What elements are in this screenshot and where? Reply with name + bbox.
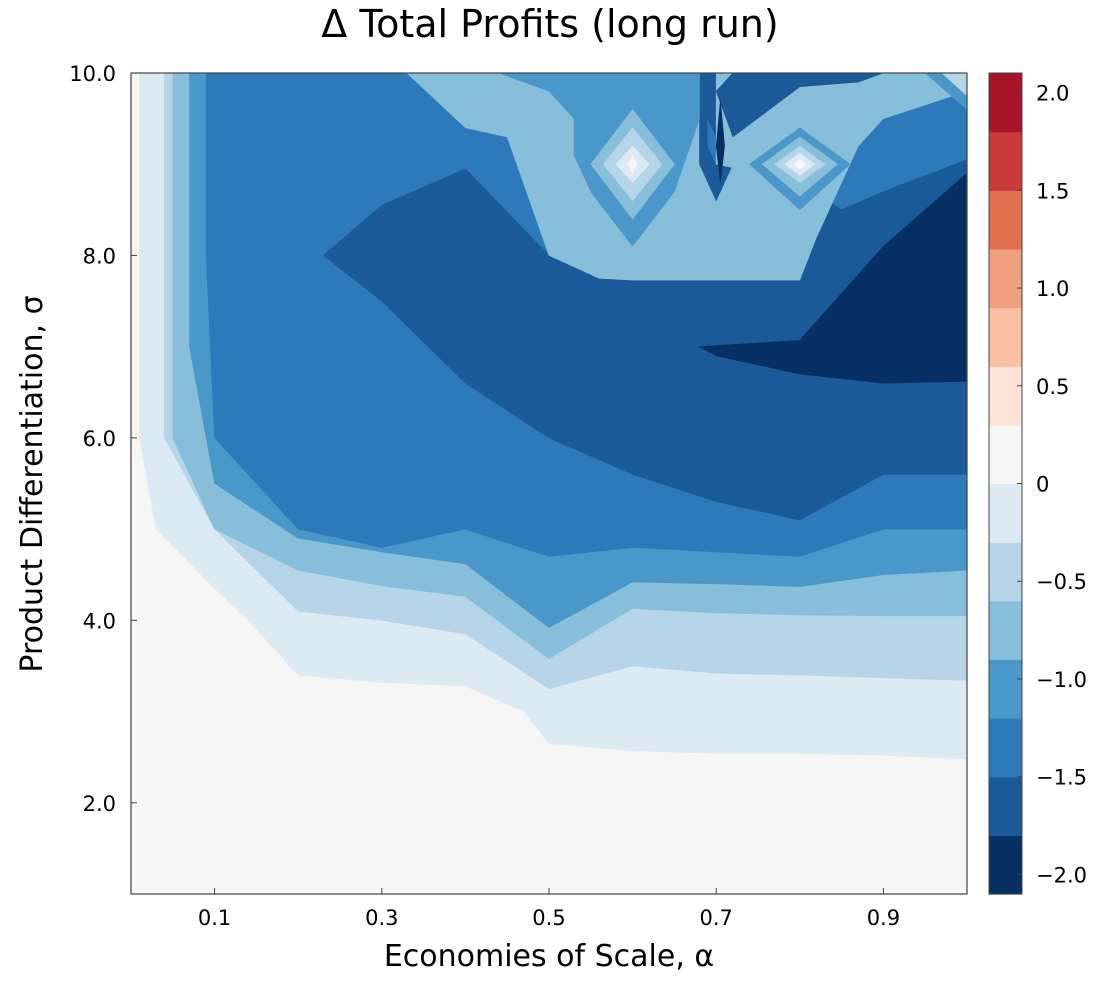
contour-region-14 <box>715 100 725 183</box>
colorbar-band <box>989 835 1022 895</box>
colorbar-tick-label: 1.5 <box>1036 179 1069 203</box>
y-tick-label: 8.0 <box>83 244 116 268</box>
colorbar-band <box>989 307 1022 367</box>
colorbar-tick-label: −2.0 <box>1036 863 1087 887</box>
colorbar-band <box>989 131 1022 191</box>
y-tick-label: 10.0 <box>69 62 116 86</box>
y-axis-ticks: 2.0 4.0 6.0 8.0 10.0 <box>69 62 137 816</box>
contour-plot-area <box>131 73 967 894</box>
y-tick-label: 6.0 <box>83 427 116 451</box>
y-axis-label: Product Differentiation, σ <box>15 295 50 672</box>
y-tick-label: 2.0 <box>83 792 116 816</box>
contour-region-8 <box>406 73 967 281</box>
colorbar-band <box>989 73 1022 133</box>
colorbar-band <box>989 366 1022 426</box>
colorbar-tick-label: 2.0 <box>1036 82 1069 106</box>
x-tick-label: 0.5 <box>532 906 565 930</box>
x-axis-ticks: 0.1 0.3 0.5 0.7 0.9 <box>198 888 900 930</box>
colorbar-band <box>989 542 1022 602</box>
colorbar-band <box>989 776 1022 836</box>
y-tick-label: 4.0 <box>83 609 116 633</box>
contour-region-26 <box>941 73 967 97</box>
colorbar-band <box>989 659 1022 719</box>
x-tick-label: 0.9 <box>867 906 900 930</box>
colorbar <box>988 72 1023 895</box>
colorbar-band <box>989 248 1022 309</box>
colorbar-tick-label: −1.0 <box>1036 668 1087 692</box>
colorbar-tick-label: −1.5 <box>1036 766 1087 790</box>
x-tick-label: 0.1 <box>198 906 231 930</box>
contour-region-7 <box>698 172 967 384</box>
x-tick-label: 0.7 <box>699 906 732 930</box>
colorbar-band <box>989 483 1022 543</box>
contour-region-24 <box>792 159 808 170</box>
colorbar-tick-label: −0.5 <box>1036 570 1087 594</box>
colorbar-band <box>989 190 1022 250</box>
colorbar-band <box>989 718 1022 778</box>
colorbar-band <box>989 424 1022 485</box>
x-axis-label: Economies of Scale, α <box>384 939 714 974</box>
x-tick-label: 0.3 <box>365 906 398 930</box>
colorbar-ticks: 2.0 1.5 1.0 0.5 0 −0.5 −1.0 −1.5 −2.0 <box>1017 82 1087 887</box>
colorbar-band <box>989 600 1022 661</box>
colorbar-tick-label: 0 <box>1036 473 1049 497</box>
chart-title: Δ Total Profits (long run) <box>321 2 778 46</box>
colorbar-tick-label: 1.0 <box>1036 277 1069 301</box>
contour-region-13 <box>715 73 884 138</box>
contour-region-19 <box>628 154 638 175</box>
colorbar-tick-label: 0.5 <box>1036 375 1069 399</box>
